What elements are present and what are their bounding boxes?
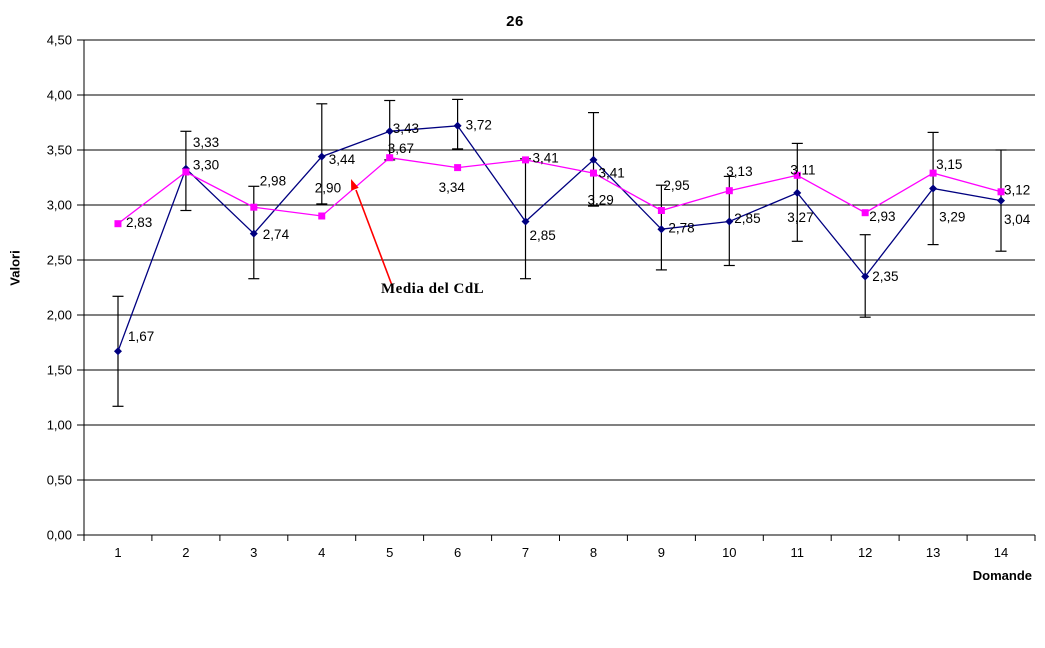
y-tick-label: 3,00 — [47, 198, 72, 213]
data-label: 3,12 — [1004, 182, 1030, 197]
data-marker-square — [861, 209, 869, 217]
x-tick-label: 1 — [114, 545, 121, 560]
data-marker-diamond — [521, 217, 530, 226]
x-tick-label: 9 — [658, 545, 665, 560]
y-tick-label: 0,00 — [47, 528, 72, 543]
data-marker-diamond — [929, 184, 938, 193]
data-label: 3,72 — [466, 117, 492, 132]
data-marker-diamond — [997, 196, 1006, 205]
x-tick-label: 4 — [318, 545, 325, 560]
data-marker-square — [250, 203, 258, 211]
series-line-media-del-cdl — [117, 157, 1002, 225]
annotation-arrowhead — [351, 179, 359, 191]
x-tick-label: 8 — [590, 545, 597, 560]
data-marker-diamond — [657, 225, 666, 234]
data-marker-diamond — [249, 229, 258, 238]
data-label: 2,98 — [260, 174, 286, 189]
x-tick-label: 10 — [722, 545, 736, 560]
data-marker-square — [793, 171, 801, 179]
data-label: 3,15 — [936, 157, 962, 172]
y-tick-label: 0,50 — [47, 473, 72, 488]
data-marker-square — [929, 169, 937, 177]
data-marker-square — [182, 168, 190, 176]
data-marker-square — [318, 212, 326, 220]
data-marker-square — [522, 156, 530, 164]
y-tick-label: 1,50 — [47, 363, 72, 378]
data-label: 2,85 — [530, 228, 556, 243]
data-label: 3,41 — [533, 150, 559, 165]
x-tick-label: 13 — [926, 545, 940, 560]
data-label: 3,13 — [726, 164, 752, 179]
x-tick-label: 7 — [522, 545, 529, 560]
x-tick-label: 3 — [250, 545, 257, 560]
data-label: 3,44 — [329, 152, 356, 167]
data-label: 2,78 — [668, 221, 694, 236]
data-marker-square — [386, 154, 394, 162]
x-tick-label: 14 — [994, 545, 1008, 560]
data-label: 2,85 — [734, 211, 760, 226]
data-label: 3,41 — [599, 165, 625, 180]
data-label: 3,43 — [393, 121, 419, 136]
y-tick-label: 4,50 — [47, 33, 72, 48]
data-label: 3,11 — [790, 162, 815, 177]
data-label: 3,27 — [787, 210, 813, 225]
data-label: 2,95 — [663, 178, 689, 193]
x-axis-title: Domande — [972, 568, 1032, 583]
data-marker-square — [997, 188, 1005, 196]
data-marker-diamond — [793, 188, 802, 197]
data-label: 2,83 — [126, 215, 152, 230]
data-label: 2,74 — [263, 227, 290, 242]
annotation-arrow — [355, 189, 394, 289]
data-marker-square — [657, 207, 665, 214]
data-label: 1,67 — [128, 329, 154, 344]
y-axis-title: Valori — [7, 250, 23, 286]
data-label: 2,93 — [869, 209, 895, 224]
data-marker-diamond — [861, 272, 870, 281]
annotation-media-cdl-label: Media del CdL — [381, 281, 485, 297]
data-label: 3,67 — [388, 141, 414, 156]
data-label: 3,30 — [193, 158, 219, 173]
series-line-valori-per-domanda — [117, 125, 1002, 352]
data-label: 3,04 — [1004, 212, 1031, 227]
y-tick-label: 3,50 — [47, 143, 72, 158]
x-tick-label: 5 — [386, 545, 393, 560]
chart-title: 26 — [506, 13, 524, 30]
data-label: 3,29 — [588, 193, 614, 208]
y-tick-label: 2,50 — [47, 253, 72, 268]
y-tick-label: 1,00 — [47, 418, 72, 433]
data-marker-square — [725, 187, 733, 195]
data-marker-diamond — [725, 217, 734, 226]
data-label: 3,29 — [939, 210, 965, 225]
data-marker-square — [454, 164, 462, 172]
data-marker-diamond — [385, 127, 394, 136]
data-marker-diamond — [317, 152, 326, 161]
x-tick-label: 2 — [182, 545, 189, 560]
y-tick-label: 4,00 — [47, 88, 72, 103]
x-tick-label: 6 — [454, 545, 461, 560]
data-marker-diamond — [589, 155, 598, 164]
data-marker-square — [114, 220, 122, 228]
data-marker-diamond — [453, 121, 462, 130]
y-tick-label: 2,00 — [47, 308, 72, 323]
data-label: 3,33 — [193, 135, 219, 150]
x-tick-label: 12 — [858, 545, 872, 560]
x-tick-label: 11 — [791, 545, 805, 560]
data-label: 3,34 — [439, 180, 466, 195]
data-label: 2,90 — [315, 181, 341, 196]
data-marker-square — [589, 169, 597, 177]
data-marker-diamond — [113, 347, 122, 356]
data-label: 2,35 — [872, 269, 898, 284]
